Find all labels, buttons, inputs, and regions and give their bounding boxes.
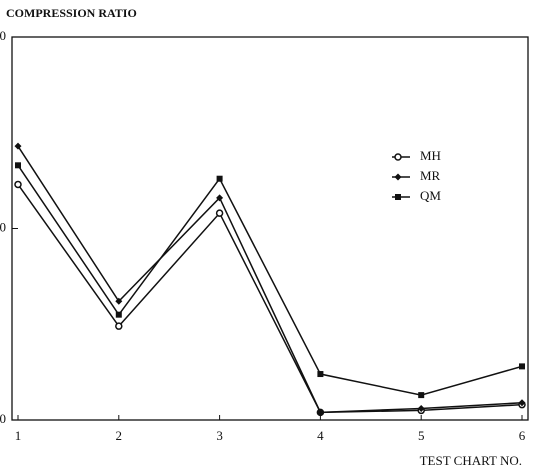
x-axis-label: TEST CHART NO.	[420, 453, 522, 468]
series-line	[17, 184, 523, 414]
marker	[216, 194, 224, 202]
marker	[14, 142, 22, 150]
y-tick-label: 20	[0, 28, 6, 43]
marker	[115, 297, 123, 305]
legend-label: MH	[420, 148, 441, 163]
marker	[215, 209, 224, 217]
marker	[15, 162, 21, 169]
x-tick-label: 2	[116, 428, 123, 443]
marker	[216, 175, 223, 182]
legend-label: QM	[420, 188, 441, 203]
marker	[418, 392, 425, 399]
marker	[316, 408, 324, 416]
x-tick-label: 3	[216, 428, 223, 443]
x-tick-label: 4	[317, 428, 324, 443]
x-tick-label: 5	[418, 428, 425, 443]
marker	[519, 363, 525, 370]
series-line	[17, 145, 523, 414]
legend-marker	[394, 153, 402, 161]
marker	[115, 311, 122, 318]
marker	[14, 180, 22, 189]
legend-marker	[395, 194, 401, 200]
x-tick-label: 6	[519, 428, 526, 443]
marker	[518, 399, 526, 407]
y-tick-label: 0	[0, 411, 6, 426]
x-tick-label: 1	[15, 428, 22, 443]
marker	[317, 371, 324, 378]
series-line	[17, 164, 523, 396]
chart-title: COMPRESSION RATIO	[6, 6, 137, 20]
legend-label: MR	[420, 168, 441, 183]
marker	[417, 405, 425, 413]
marker	[115, 322, 123, 330]
legend-marker	[394, 173, 402, 181]
y-tick-label: 10	[0, 219, 6, 234]
plot-frame	[11, 36, 529, 421]
